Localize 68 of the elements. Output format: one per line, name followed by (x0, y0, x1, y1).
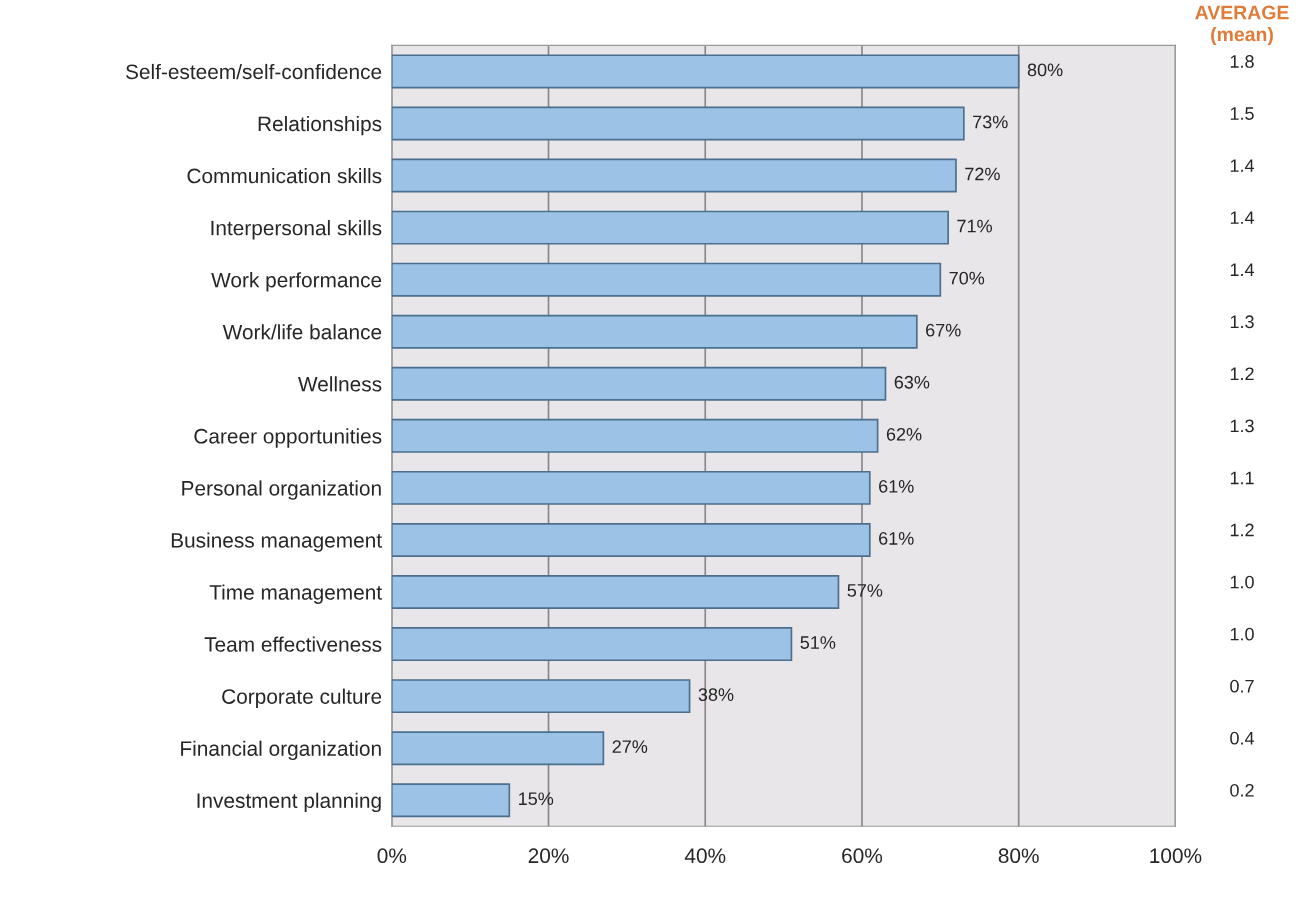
x-tick-label: 60% (842, 848, 883, 864)
text: 1.0 (1230, 627, 1254, 641)
text: 1.4 (1230, 159, 1255, 172)
y-tick-label: Time management (209, 584, 382, 604)
text: 1.3 (1230, 315, 1254, 329)
bar (391, 366, 887, 401)
text: 0.7 (1230, 679, 1254, 693)
y-tick-label: Business management (171, 532, 382, 552)
bar (391, 627, 793, 662)
bar (391, 575, 840, 609)
y-tick-label: Personal organization (182, 480, 381, 500)
y-tick-label: Investment planning (197, 792, 381, 813)
text: (mean) (1211, 26, 1273, 46)
text: 1.3 (1230, 419, 1254, 433)
y-tick-label: Wellness (298, 376, 382, 392)
x-tick-label: 20% (528, 848, 569, 864)
bar (391, 522, 871, 557)
y-tick-label: Work/life balance (222, 324, 382, 340)
bar (391, 731, 605, 766)
bar (391, 262, 942, 297)
data-label: 61% (879, 532, 914, 545)
y-tick-label: Team effectiveness (204, 636, 382, 652)
text: 1.8 (1230, 55, 1254, 68)
data-label: 27% (612, 740, 648, 753)
y-tick-label: Work performance (211, 272, 382, 292)
y-tick-label: Communication skills (187, 168, 382, 184)
y-tick-label: Corporate culture (222, 688, 382, 709)
x-tick-label: 0% (377, 848, 407, 864)
y-tick-label: Interpersonal skills (211, 220, 382, 240)
bar (391, 783, 511, 818)
bar (391, 679, 691, 714)
data-label: 38% (698, 688, 734, 701)
data-label: 73% (973, 115, 1008, 129)
text: 1.1 (1230, 471, 1254, 485)
y-tick-label: Financial organization (181, 740, 381, 761)
y-tick-label: Career opportunities (194, 428, 382, 448)
data-label: 80% (1027, 63, 1063, 77)
x-tick-label: 100% (1150, 848, 1202, 864)
data-label: 70% (949, 271, 985, 285)
text: 0.4 (1230, 731, 1255, 745)
data-label: 63% (894, 375, 930, 389)
data-label: 72% (965, 167, 1000, 181)
text: 1.5 (1230, 107, 1254, 120)
bar (391, 470, 871, 505)
bar (391, 158, 957, 193)
data-label: 61% (879, 479, 914, 493)
text: 0.2 (1230, 783, 1254, 797)
data-label: 71% (957, 219, 992, 233)
y-tick-label: Self-esteem/self-confidence (125, 63, 382, 80)
x-tick-label: 40% (684, 848, 726, 864)
bar (391, 106, 965, 141)
bar (391, 54, 1020, 89)
bar (391, 210, 949, 245)
data-label: 67% (926, 323, 961, 337)
text: 1.0 (1230, 575, 1254, 589)
text: AVERAGE (1195, 5, 1289, 20)
text: 1.4 (1230, 211, 1255, 224)
data-label: 57% (847, 584, 883, 597)
bar (391, 314, 918, 349)
y-tick-label: Relationships (258, 115, 382, 136)
data-label: 51% (800, 636, 836, 649)
text: 1.4 (1230, 263, 1255, 276)
text: 1.2 (1230, 523, 1254, 537)
text: 1.2 (1230, 367, 1254, 381)
data-label: 15% (519, 792, 554, 806)
data-label: 62% (886, 427, 922, 441)
x-tick-label: 80% (998, 848, 1039, 864)
bar (391, 418, 879, 453)
